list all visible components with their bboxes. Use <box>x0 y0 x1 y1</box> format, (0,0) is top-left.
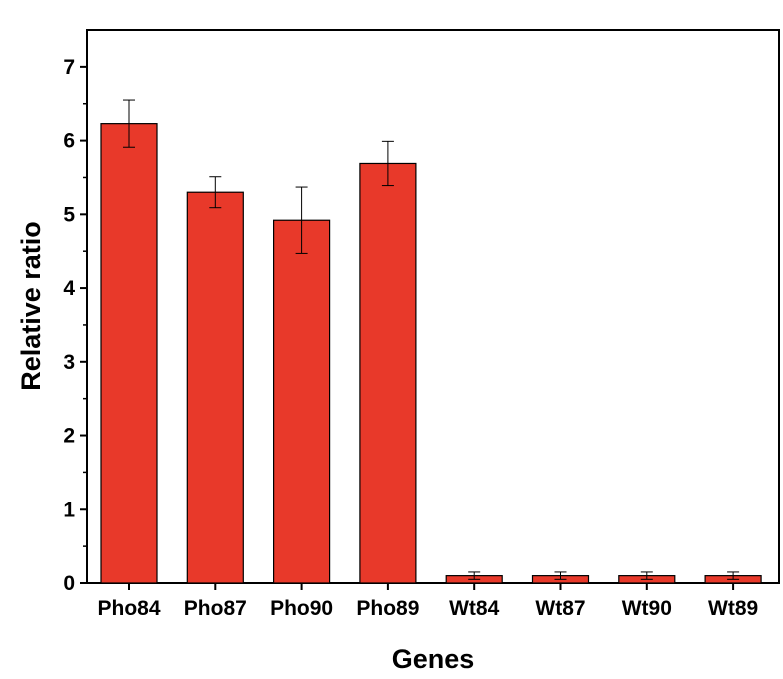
x-tick-label-pho89: Pho89 <box>356 597 419 620</box>
bars-group <box>100 123 762 584</box>
y-tick-label-0: 0 <box>63 572 75 595</box>
y-tick-label-6: 6 <box>63 130 75 153</box>
x-axis-ticks: Pho84 Pho87 Pho90 Pho89 Wt84 Wt87 Wt90 Wt89 <box>97 583 758 620</box>
error-bars-group <box>123 99 740 580</box>
x-tick-label-pho87: Pho87 <box>184 597 247 620</box>
x-tick-label-wt84: Wt84 <box>449 597 499 620</box>
y-tick-label-7: 7 <box>63 56 75 79</box>
y-tick-label-1: 1 <box>63 498 75 521</box>
y-axis-title: Relative ratio <box>16 221 46 391</box>
y-axis-ticks: 0 1 2 3 4 5 6 7 <box>63 56 87 595</box>
bar-pho84 <box>100 123 158 584</box>
x-tick-label-wt89: Wt89 <box>708 597 758 620</box>
x-axis-title: Genes <box>392 644 475 674</box>
plot-frame <box>86 29 780 584</box>
bar-pho87 <box>186 191 244 584</box>
y-tick-label-5: 5 <box>63 203 75 226</box>
x-tick-label-wt87: Wt87 <box>535 597 585 620</box>
bar-pho90 <box>273 219 331 584</box>
x-tick-label-wt90: Wt90 <box>622 597 672 620</box>
x-tick-label-pho84: Pho84 <box>97 597 160 620</box>
y-tick-label-2: 2 <box>63 425 75 448</box>
x-tick-label-pho90: Pho90 <box>270 597 333 620</box>
y-tick-label-4: 4 <box>63 277 75 300</box>
bar-pho89 <box>359 162 417 584</box>
y-tick-label-3: 3 <box>63 351 75 374</box>
